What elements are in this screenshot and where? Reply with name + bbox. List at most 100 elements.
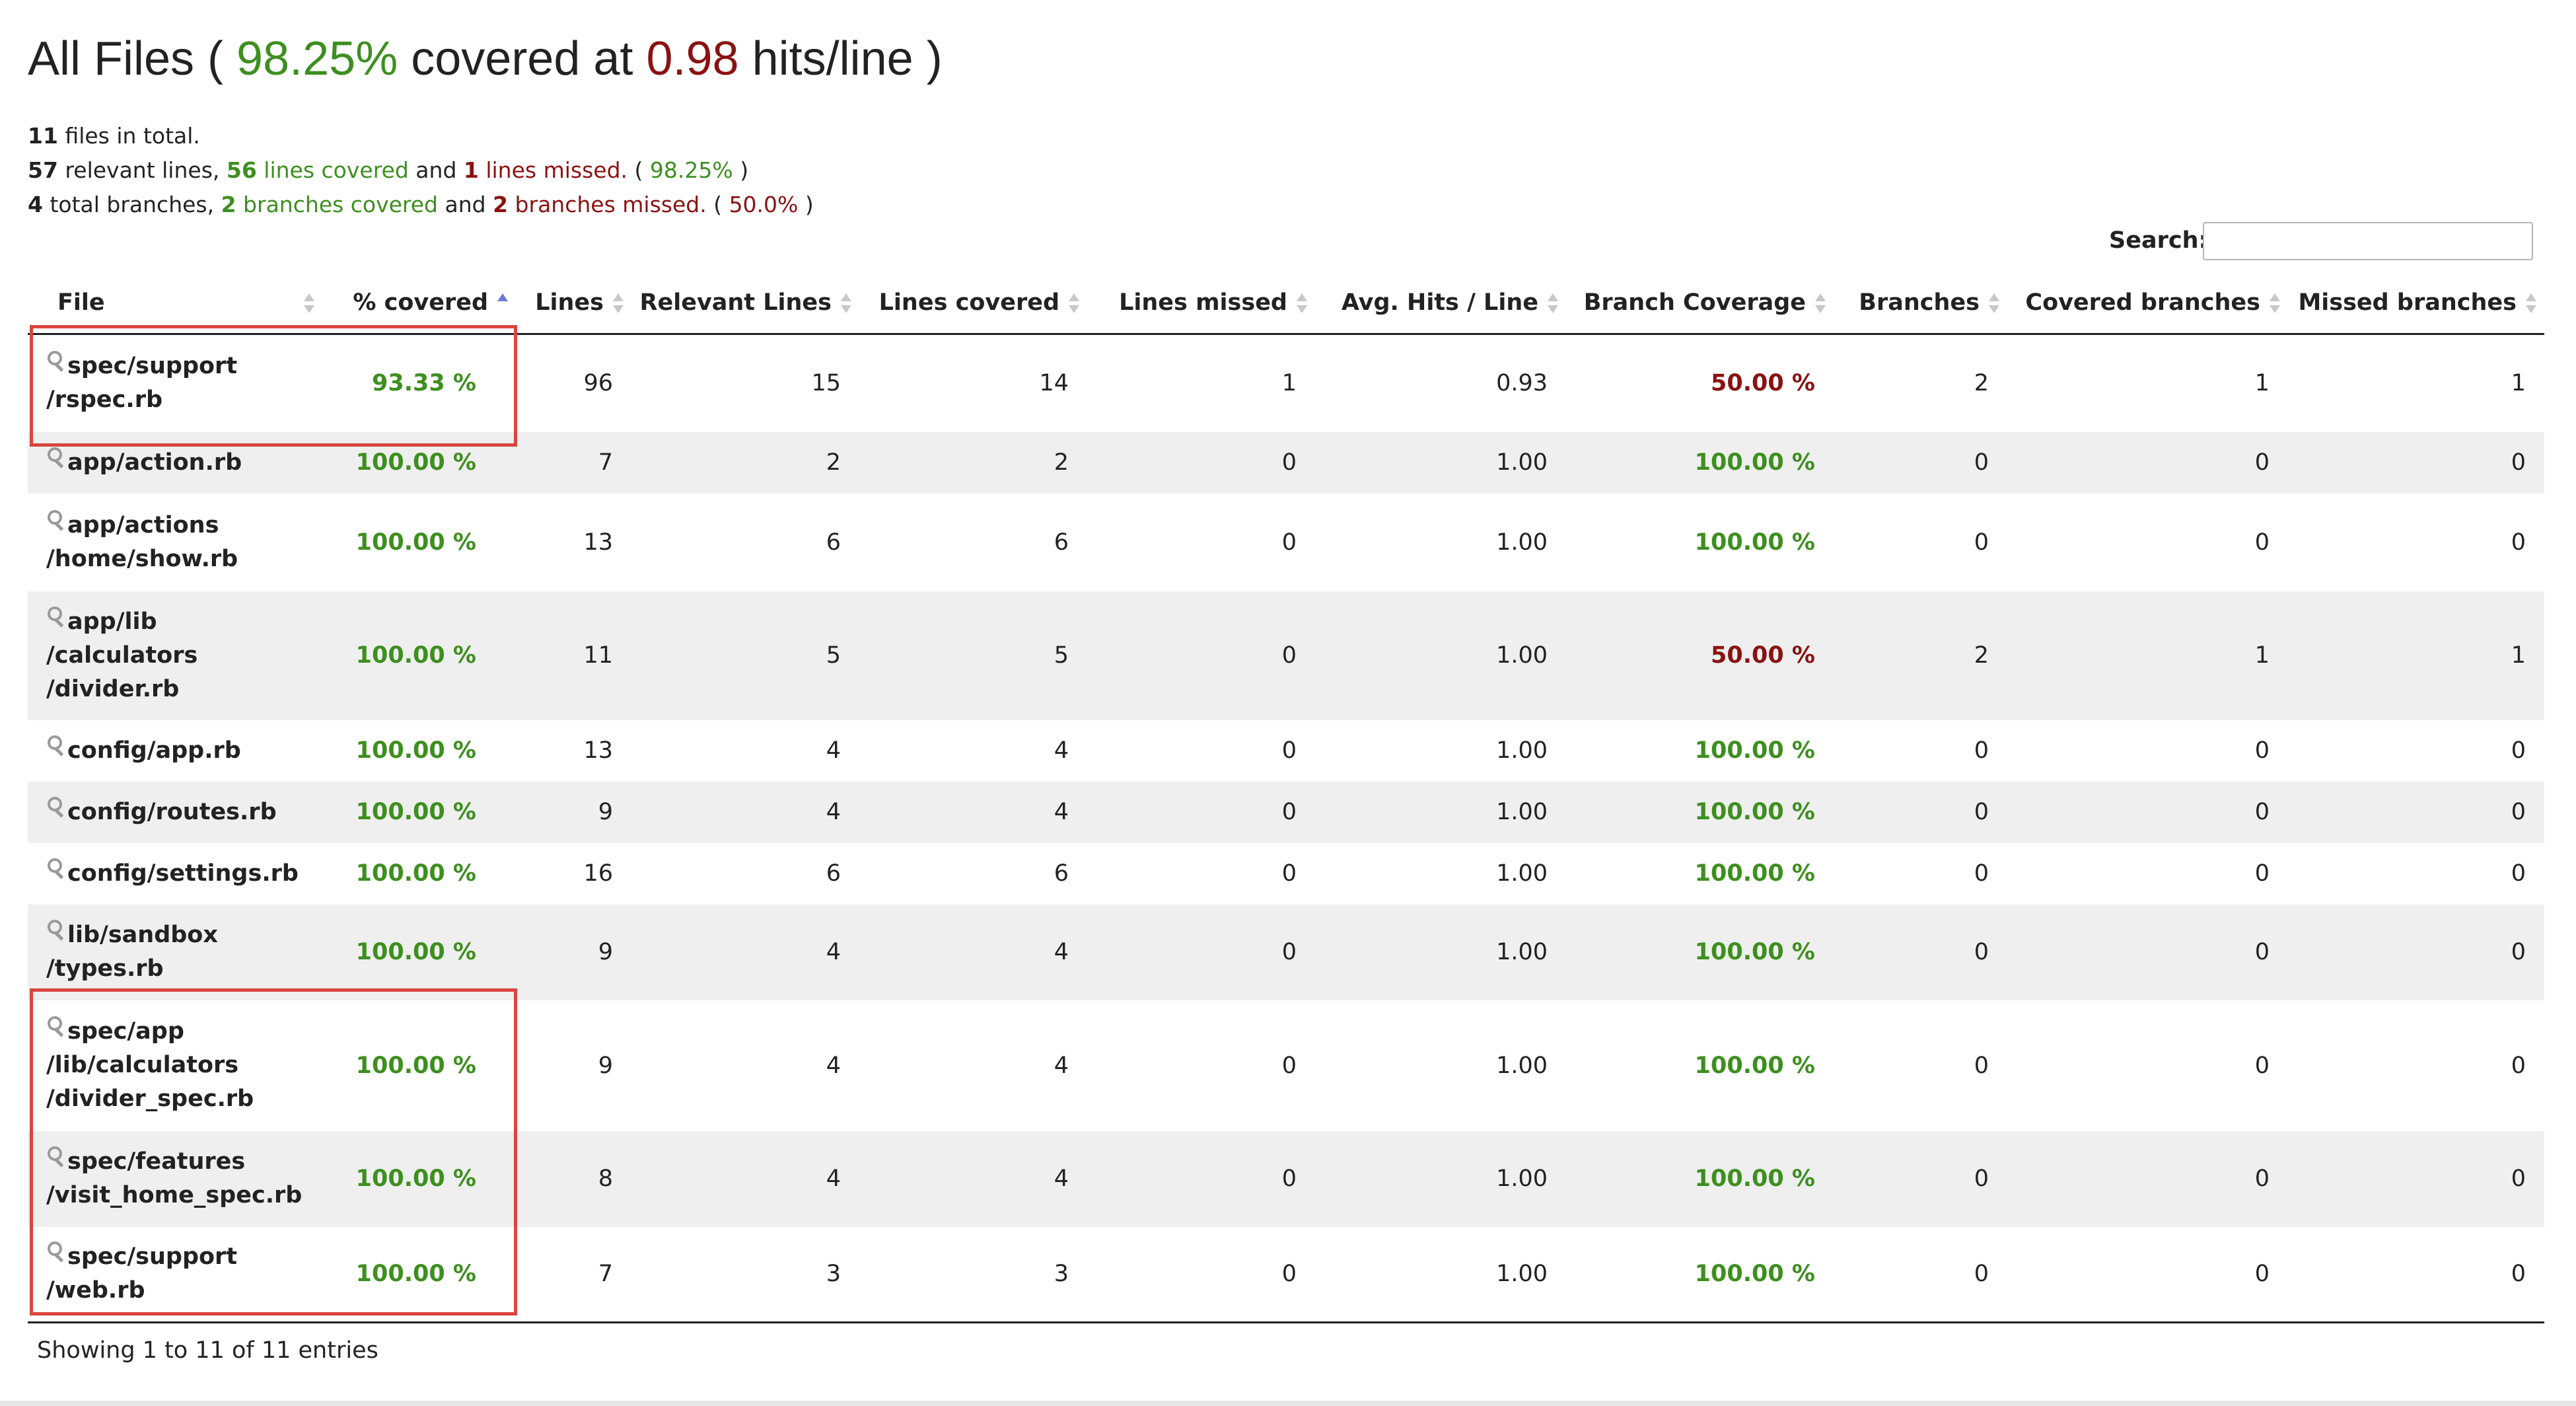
summary-lines-line: 57 relevant lines, 56 lines covered and … (28, 153, 814, 188)
file-path-part: config/routes.rb (67, 798, 277, 825)
col-header-covered[interactable]: % covered (322, 272, 516, 335)
file-link[interactable]: app/lib/calculators/divider.rb (46, 609, 197, 702)
sort-arrows-icon (2268, 293, 2281, 317)
total-branches: 4 (28, 192, 43, 217)
cell-branch-cov: 100.00 % (1694, 529, 1815, 556)
file-cell: spec/app/lib/calculators/divider_spec.rb (28, 1000, 322, 1131)
cell-relevant: 4 (631, 781, 859, 843)
cell-missed-branches: 0 (2288, 1226, 2544, 1323)
magnifier-icon[interactable] (46, 1146, 67, 1165)
sort-arrows-icon (1814, 293, 1827, 317)
magnifier-icon[interactable] (46, 447, 67, 466)
title-percent: 98.25% (236, 32, 398, 85)
cell-lines-missed: 0 (1281, 1052, 1297, 1079)
cell-branches: 0 (1974, 529, 1989, 556)
sort-ascending-icon (496, 293, 509, 317)
branches-missed-text: branches missed. (508, 192, 707, 217)
file-path-part: /visit_home_spec.rb (46, 1182, 303, 1208)
col-header-missed-branches[interactable]: Missed branches (2288, 272, 2544, 335)
magnifier-icon[interactable] (46, 796, 67, 815)
branches-covered-count: 2 (221, 192, 236, 217)
cell-missed-branches: 0 (2511, 529, 2526, 556)
cell-relevant: 5 (631, 591, 859, 720)
col-header-label: Lines missed (1119, 289, 1287, 316)
table-row: lib/sandbox/types.rb 100.00 % 9 4 4 0 1.00 100.… (28, 904, 2544, 1000)
cell-lines: 9 (598, 1052, 613, 1079)
file-link[interactable]: spec/features/visit_home_spec.rb (46, 1148, 302, 1208)
magnifier-icon[interactable] (46, 351, 67, 369)
file-path-part: /divider.rb (46, 675, 180, 702)
cell-covered-branches: 0 (2254, 529, 2270, 556)
file-path-part: /calculators (46, 642, 198, 669)
file-path-part: config/settings.rb (67, 860, 299, 887)
cell-covered: 100.00 % (322, 781, 516, 843)
cell-avg-hits: 1.00 (1315, 781, 1566, 843)
magnifier-icon[interactable] (46, 1241, 67, 1260)
cell-branch-cov: 100.00 % (1694, 1052, 1815, 1079)
lines-pct: 98.25% (649, 157, 733, 183)
col-header-avg-hits[interactable]: Avg. Hits / Line (1315, 272, 1566, 335)
cell-covered-branches: 1 (2007, 591, 2288, 720)
col-header-branches[interactable]: Branches (1834, 272, 2007, 335)
magnifier-icon[interactable] (46, 858, 67, 877)
file-path-part: app/actions (67, 511, 219, 538)
file-link[interactable]: app/actions/home/show.rb (46, 512, 238, 572)
cell-lines-covered: 4 (859, 904, 1087, 1000)
cell-lines-missed: 0 (1087, 431, 1315, 494)
highlight-box-bottom (30, 988, 517, 1315)
magnifier-icon[interactable] (46, 509, 67, 529)
table-row: config/app.rb 100.00 % 13 4 4 0 1.00 100.00 % 0 0… (28, 720, 2544, 782)
cell-lines-missed: 0 (1087, 1130, 1315, 1227)
file-link[interactable]: spec/app/lib/calculators/divider_spec.rb (46, 1018, 254, 1112)
cell-branches: 0 (1834, 781, 2007, 843)
magnifier-icon[interactable] (46, 1016, 67, 1035)
magnifier-icon[interactable] (46, 606, 67, 625)
cell-missed-branches: 0 (2288, 431, 2544, 494)
file-link[interactable]: config/settings.rb (67, 860, 299, 887)
file-link[interactable]: spec/support/web.rb (46, 1243, 237, 1304)
cell-relevant: 3 (631, 1226, 859, 1323)
cell-lines-covered: 3 (859, 1226, 1087, 1323)
cell-branch-cov: 50.00 % (1566, 591, 1834, 720)
cell-branches: 0 (1974, 860, 1989, 887)
col-header-lines[interactable]: Lines (516, 272, 631, 335)
col-header-branch-coverage[interactable]: Branch Coverage (1566, 272, 1834, 335)
file-link[interactable]: config/app.rb (67, 737, 241, 764)
magnifier-icon[interactable] (46, 920, 67, 938)
branches-missed-count: 2 (493, 192, 509, 217)
cell-branches: 0 (1974, 1052, 1989, 1079)
col-header-lines-covered[interactable]: Lines covered (859, 272, 1087, 335)
col-header-covered-branches[interactable]: Covered branches (2007, 272, 2288, 335)
col-header-relevant-lines[interactable]: Relevant Lines (631, 272, 859, 335)
sort-arrows-icon (840, 293, 853, 317)
cell-branches: 0 (1834, 1226, 2007, 1323)
file-path-part: /lib/calculators (46, 1052, 239, 1078)
cell-missed-branches: 0 (2288, 1130, 2544, 1227)
search-input[interactable] (2203, 222, 2533, 260)
search-label: Search: (2109, 227, 2208, 254)
file-link[interactable]: app/action.rb (67, 449, 242, 476)
col-header-lines-missed[interactable]: Lines missed (1087, 272, 1315, 335)
cell-branch-cov: 100.00 % (1566, 781, 1834, 843)
table-row: spec/support/rspec.rb 93.33 % 96 15 14 1 0.93 5… (28, 334, 2544, 432)
cell-avg-hits: 1.00 (1315, 1130, 1566, 1227)
col-header-file[interactable]: File (28, 272, 322, 335)
lines-missed-count: 1 (463, 157, 479, 183)
cell-avg-hits: 0.93 (1496, 370, 1548, 397)
cell-relevant: 4 (826, 1052, 841, 1079)
cell-lines-covered: 4 (1054, 1052, 1069, 1079)
cell-branch-cov: 100.00 % (1566, 1130, 1834, 1227)
sort-arrows-icon (1987, 293, 2001, 317)
file-path-part: app/lib (67, 608, 157, 635)
relevant-text: relevant lines, (57, 157, 227, 183)
file-link[interactable]: lib/sandbox/types.rb (46, 922, 218, 982)
cell-lines-missed: 0 (1087, 1226, 1315, 1323)
file-link[interactable]: spec/support/rspec.rb (46, 353, 237, 413)
file-path-part: spec/support (67, 1243, 238, 1271)
file-link[interactable]: config/routes.rb (67, 799, 277, 825)
cell-relevant: 2 (631, 431, 859, 494)
cell-lines-missed: 0 (1087, 591, 1315, 720)
file-path-part: spec/support (67, 353, 238, 380)
col-header-label: Branch Coverage (1583, 289, 1806, 316)
magnifier-icon[interactable] (46, 735, 67, 754)
